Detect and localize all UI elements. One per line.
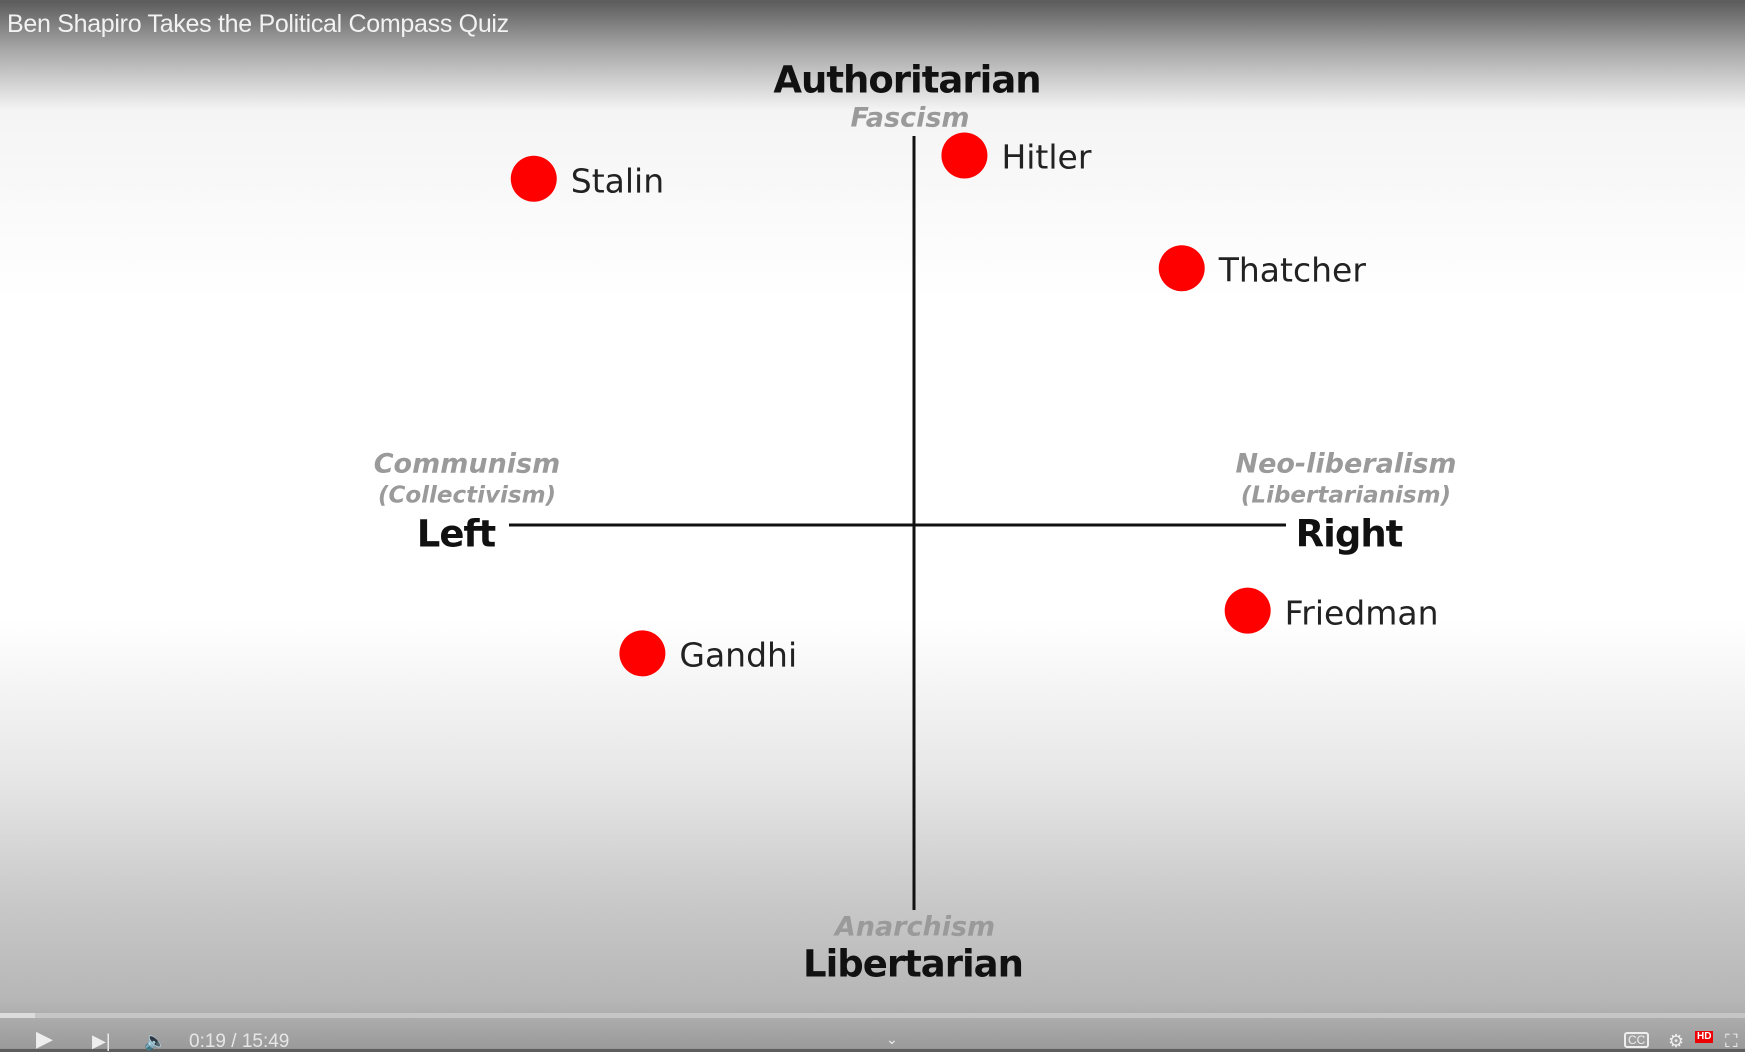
point-friedman [1224, 587, 1271, 634]
progress-bar[interactable] [0, 1013, 1745, 1018]
label-fascism: Fascism [850, 102, 970, 134]
label-neo-liberalism: Neo-liberalism [1235, 448, 1457, 480]
volume-icon[interactable]: 🔈 [144, 1031, 167, 1051]
hd-badge: HD [1695, 1031, 1714, 1043]
label-right: Right [1295, 512, 1404, 556]
captions-icon[interactable]: CC [1624, 1032, 1650, 1048]
label-collectivism: (Collectivism) [377, 482, 557, 509]
label-authoritarian: Authoritarian [773, 58, 1041, 102]
point-label-gandhi: Gandhi [679, 635, 798, 675]
point-thatcher [1158, 245, 1205, 292]
fullscreen-icon[interactable]: ⛶ [1725, 1031, 1738, 1051]
point-label-thatcher: Thatcher [1218, 250, 1366, 290]
point-gandhi [619, 630, 666, 677]
video-title[interactable]: Ben Shapiro Takes the Political Compass … [7, 10, 509, 38]
label-libertarian: Libertarian [803, 942, 1024, 986]
point-label-stalin: Stalin [570, 161, 665, 201]
point-stalin [510, 155, 557, 202]
player-controls: ▶ ▶| 🔈 0:19 / 15:49 ⌄ CC ⚙ HD ⛶ [0, 1026, 1745, 1052]
point-label-friedman: Friedman [1284, 593, 1439, 633]
label-communism: Communism [373, 448, 561, 480]
point-hitler [941, 132, 988, 179]
label-left: Left [416, 512, 496, 556]
time-display: 0:19 / 15:49 [189, 1031, 290, 1052]
point-label-hitler: Hitler [1001, 137, 1092, 177]
play-icon[interactable]: ▶ [36, 1026, 53, 1051]
progress-fill [0, 1013, 35, 1018]
label-anarchism: Anarchism [834, 911, 996, 943]
settings-icon[interactable]: ⚙ [1668, 1031, 1685, 1051]
chevron-down-icon[interactable]: ⌄ [886, 1031, 898, 1047]
next-icon[interactable]: ▶| [92, 1031, 111, 1051]
label-libertarianism: (Libertarianism) [1240, 482, 1452, 509]
